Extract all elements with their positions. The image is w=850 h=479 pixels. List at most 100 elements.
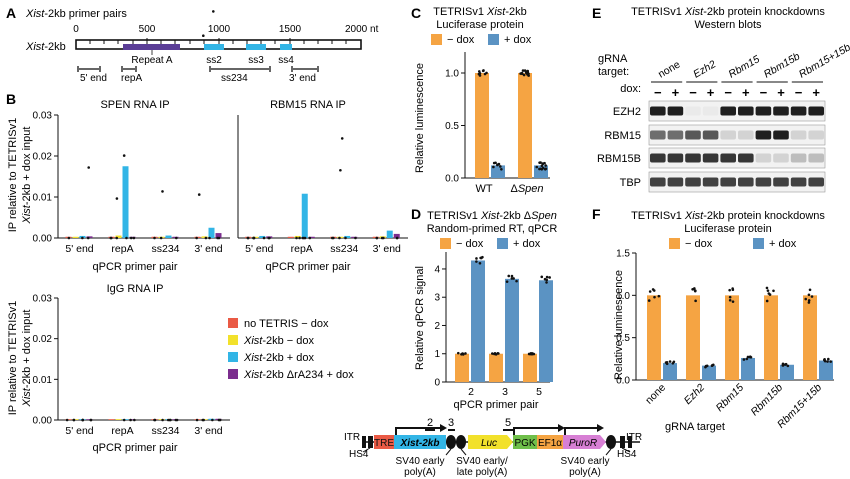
spen-chart-title: SPEN RNA IP	[100, 99, 169, 111]
blot-band	[808, 106, 824, 116]
sv40-3-line1: SV40 early	[561, 456, 610, 467]
legend-swatch-xist-plus	[228, 352, 238, 362]
repeat-a-region	[123, 44, 180, 50]
panel-c-legend-minus-swatch	[431, 34, 442, 45]
data-point	[485, 71, 488, 75]
data-point	[672, 360, 676, 364]
blot-band	[685, 177, 701, 187]
bar	[259, 235, 266, 238]
data-point	[784, 362, 788, 366]
data-point	[823, 359, 827, 363]
data-point	[499, 165, 502, 168]
panel-f-ylabel: Relative luminescence	[613, 270, 625, 380]
legend-xist-minus: Xist-2kb − dox	[243, 335, 315, 347]
data-point	[544, 167, 548, 171]
data-point	[67, 236, 71, 240]
data-point	[339, 168, 342, 172]
panel-c-ylabel: Relative luminescence	[414, 63, 426, 173]
panel-d-ylabel: Relative qPCR signal	[414, 266, 426, 370]
bar	[201, 236, 208, 238]
western-blots: EZH2 RBM15 RBM15B TBP	[597, 100, 826, 193]
panel-b-ylabel-2: Xist-2kb + dox input	[21, 127, 33, 225]
panel-f-title: TETRISv1 Xist-2kb protein knockdowns	[631, 210, 825, 222]
data-point	[765, 299, 769, 303]
data-point	[87, 166, 90, 169]
blot-band	[773, 106, 789, 116]
y-tick-label: 0.01	[33, 193, 53, 204]
primer-bars	[77, 66, 319, 72]
igg-xlabel: qPCR primer pair	[93, 442, 178, 454]
panel-d-legend-plus-swatch	[497, 238, 508, 249]
data-point	[375, 236, 379, 240]
ss3-region	[246, 44, 266, 50]
blot-band	[738, 106, 754, 116]
panel-c: C TETRISv1 Xist-2kb Luciferase protein −…	[411, 5, 550, 195]
data-point	[748, 355, 752, 358]
panel-d-legend-minus-swatch	[440, 238, 451, 249]
category-label: repA	[111, 243, 133, 255]
category-label: 5' end	[65, 425, 93, 437]
bar	[393, 233, 400, 238]
category-label: 2	[468, 386, 474, 398]
data-point	[772, 289, 775, 293]
data-point	[81, 236, 84, 240]
scale-tick-0: 0	[73, 24, 79, 35]
rbm15-xlabel: qPCR primer pair	[266, 261, 351, 273]
blot-band	[720, 153, 736, 163]
bar	[344, 235, 351, 238]
itr-left-label: ITR	[344, 432, 360, 443]
data-point	[804, 297, 808, 301]
data-point	[765, 286, 769, 290]
bar	[518, 73, 532, 178]
panel-e: E TETRISv1 Xist-2kb protein knockdowns W…	[592, 5, 850, 193]
sv40-2-line2: late poly(A)	[457, 467, 508, 478]
y-tick-label: 0.01	[33, 375, 53, 386]
spen-xlabel: qPCR primer pair	[93, 261, 178, 273]
arrow-xist-head	[440, 424, 447, 432]
y-tick-label: 0	[434, 378, 440, 389]
category-label: Rbm15	[714, 382, 747, 415]
bar	[287, 236, 294, 238]
data-point	[532, 352, 536, 356]
panel-c-title-1: TETRISv1 Xist-2kb	[433, 6, 527, 18]
bar	[489, 353, 503, 382]
y-tick-label: 0.02	[33, 334, 53, 345]
blot-membrane	[648, 171, 826, 193]
dox-sign: −	[795, 85, 803, 100]
bar	[741, 357, 755, 380]
blot-band	[650, 106, 666, 116]
data-point	[668, 360, 672, 363]
y-tick-label: 0.03	[33, 294, 53, 305]
data-point	[827, 357, 830, 361]
blot-band	[808, 177, 824, 187]
data-point	[665, 360, 669, 364]
bar	[819, 360, 833, 380]
hs4-right-block	[620, 436, 625, 448]
data-point	[705, 364, 709, 368]
bar	[539, 280, 553, 382]
igg-chart-title: IgG RNA IP	[107, 283, 164, 295]
legend-swatch-xist-delta	[228, 369, 238, 379]
bar	[647, 295, 661, 380]
blot-band	[685, 130, 701, 140]
data-point	[493, 352, 496, 356]
bar	[301, 193, 308, 238]
dox-sign: +	[707, 85, 715, 100]
data-point	[500, 167, 503, 171]
y-tick-label: 1.0	[445, 69, 459, 80]
itr-right-block	[628, 436, 632, 448]
data-point	[512, 277, 515, 280]
data-point	[535, 165, 539, 169]
blot-membrane	[648, 124, 826, 146]
blot-target-label: none	[656, 58, 682, 80]
primer-5end-label: 5' end	[80, 73, 107, 84]
ss3-label: ss3	[248, 55, 264, 66]
ss4-label: ss4	[278, 55, 294, 66]
bar	[475, 73, 489, 178]
blot-band	[702, 130, 719, 140]
bar	[115, 419, 122, 420]
data-point	[161, 190, 164, 193]
ss4-region	[280, 44, 292, 50]
puror-block	[563, 435, 606, 449]
